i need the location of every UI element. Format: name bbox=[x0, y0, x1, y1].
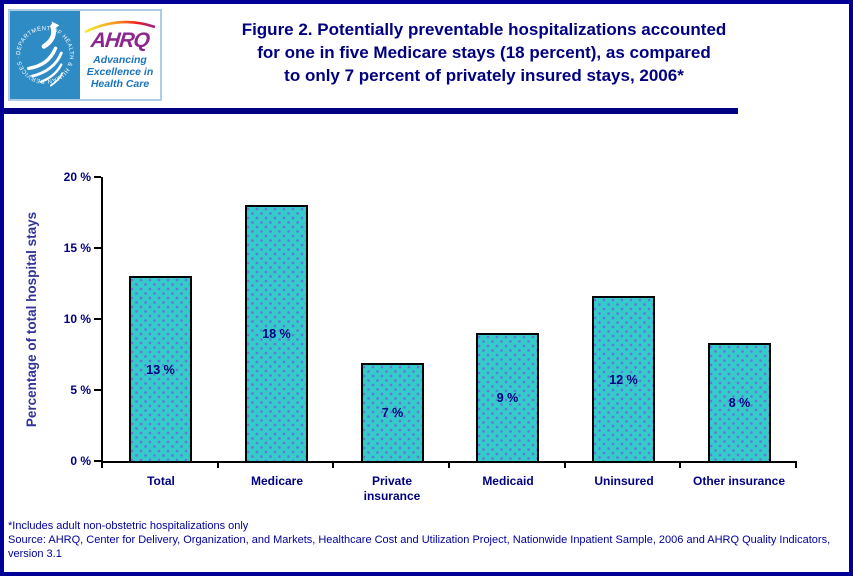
figure-title: Figure 2. Potentially preventable hospit… bbox=[164, 18, 804, 87]
bar-medicare: 18 % bbox=[245, 205, 308, 461]
bar-value-label: 13 % bbox=[146, 362, 175, 377]
x-axis-label: Private insurance bbox=[363, 474, 421, 503]
y-axis-tick-label: 15 % bbox=[63, 241, 91, 255]
y-axis-tick-label: 10 % bbox=[63, 312, 91, 326]
x-axis-tick bbox=[101, 461, 103, 468]
y-axis-tick bbox=[94, 389, 101, 391]
bar-private-insurance: 7 % bbox=[361, 363, 424, 461]
x-axis-label: Uninsured bbox=[594, 474, 654, 488]
bar-other-insurance: 8 % bbox=[708, 343, 771, 461]
x-axis-label: Other insurance bbox=[692, 474, 786, 488]
x-axis-tick bbox=[217, 461, 219, 468]
bar-value-label: 18 % bbox=[262, 327, 291, 341]
footnote-source: Source: AHRQ, Center for Delivery, Organ… bbox=[8, 534, 831, 560]
x-axis-tick bbox=[332, 461, 334, 468]
ahrq-tagline-line: Excellence in bbox=[86, 66, 154, 78]
y-axis-tick-label: 20 % bbox=[63, 170, 91, 184]
footnote-asterisk: *Includes adult non-obstetric hospitaliz… bbox=[8, 520, 249, 532]
ahrq-tagline: Advancing Excellence in Health Care bbox=[87, 54, 154, 90]
bar-value-label: 8 % bbox=[728, 396, 751, 410]
figure-title-line: Figure 2. Potentially preventable hospit… bbox=[241, 20, 727, 39]
y-axis-tick bbox=[94, 318, 101, 320]
x-axis-label: Medicare bbox=[250, 474, 304, 488]
bar-total: 13 % bbox=[129, 276, 192, 461]
y-axis-tick bbox=[94, 176, 101, 178]
x-axis-tick bbox=[564, 461, 566, 468]
hhs-logo: DEPARTMENT OF HEALTH & HUMAN SERVICES · … bbox=[10, 11, 80, 99]
y-axis-tick bbox=[94, 247, 101, 249]
figure-title-line: to only 7 percent of privately insured s… bbox=[284, 66, 684, 85]
ahrq-logo: AHRQ Advancing Excellence in Health Care bbox=[80, 11, 160, 99]
bar-medicaid: 9 % bbox=[476, 333, 539, 461]
bar-value-label: 9 % bbox=[496, 391, 519, 405]
bar-chart: Percentage of total hospital stays 0 % 5 … bbox=[4, 4, 849, 572]
y-axis-line bbox=[101, 177, 103, 463]
ahrq-tagline-line: Health Care bbox=[90, 78, 150, 90]
header-divider bbox=[4, 108, 738, 114]
ahrq-tagline-line: Advancing bbox=[93, 54, 147, 66]
y-axis-tick-label: 5 % bbox=[70, 383, 91, 397]
ahrq-rainbow-arc-icon bbox=[84, 20, 156, 33]
hhs-ahrq-logo: DEPARTMENT OF HEALTH & HUMAN SERVICES · … bbox=[8, 9, 162, 101]
y-axis-tick-label: 0 % bbox=[70, 454, 91, 468]
x-axis-tick bbox=[679, 461, 681, 468]
x-axis-tick bbox=[795, 461, 797, 468]
hhs-eagle-icon: DEPARTMENT OF HEALTH & HUMAN SERVICES · … bbox=[10, 11, 74, 87]
x-axis-label: Total bbox=[147, 474, 175, 488]
bar-uninsured: 12 % bbox=[592, 296, 655, 461]
bar-value-label: 7 % bbox=[381, 406, 404, 420]
x-axis-label: Medicaid bbox=[482, 474, 534, 488]
y-axis-tick bbox=[94, 460, 101, 462]
figure-title-line: for one in five Medicare stays (18 perce… bbox=[257, 43, 711, 62]
bar-value-label: 12 % bbox=[609, 372, 638, 387]
footnotes: *Includes adult non-obstetric hospitaliz… bbox=[8, 519, 844, 561]
x-axis-tick bbox=[448, 461, 450, 468]
